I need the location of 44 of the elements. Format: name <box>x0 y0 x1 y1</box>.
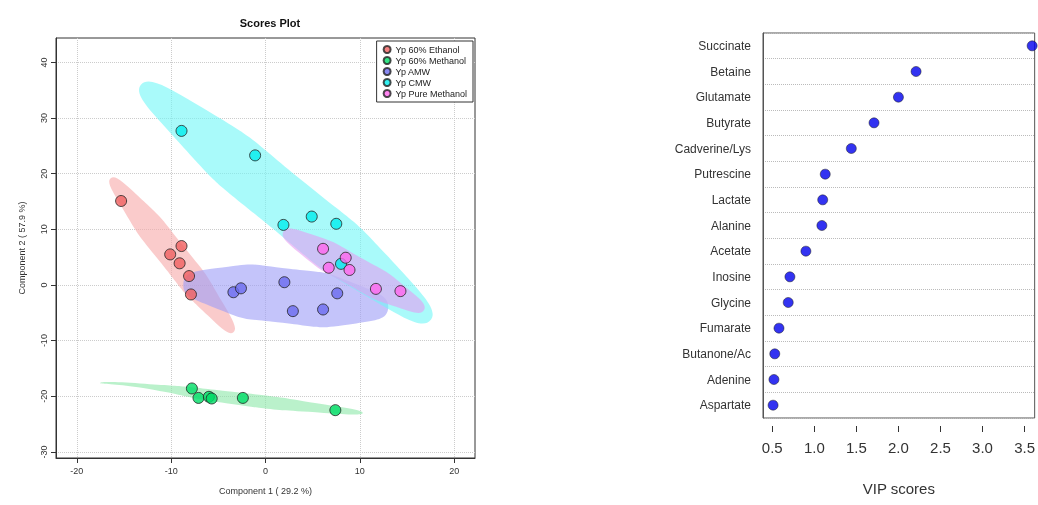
y-tick-label: Inosine <box>712 269 752 284</box>
y-tick-label: 0 <box>38 282 49 288</box>
x-tick-label: 0.5 <box>761 439 783 456</box>
y-tick-label: Aspartate <box>699 398 752 413</box>
y-tick-label: Glutamate <box>695 90 752 105</box>
x-tick-label: -10 <box>164 465 178 476</box>
x-tick-label: 2.0 <box>887 439 909 456</box>
y-tick-label: Betaine <box>710 64 752 79</box>
y-tick-label: 20 <box>38 168 49 179</box>
y-tick-label: Cadverine/Lys <box>674 141 751 156</box>
y-tick-label: -10 <box>38 334 49 348</box>
x-tick-label: 1.0 <box>803 439 825 456</box>
y-tick-label: Alanine <box>710 218 752 233</box>
y-tick-label: Acetate <box>710 244 752 259</box>
y-tick-label: Putrescine <box>694 167 752 182</box>
legend-label: Yp CMW <box>395 77 432 88</box>
legend-label: Yp Pure Methanol <box>395 88 468 99</box>
x-tick-label: 20 <box>449 465 460 476</box>
y-axis-title: Component 2 ( 57.9 %) <box>16 201 27 295</box>
y-tick-label: 40 <box>38 57 49 68</box>
x-axis-title: Component 1 ( 29.2 %) <box>218 485 313 496</box>
y-tick-label: Succinate <box>698 38 752 53</box>
x-tick-label: -20 <box>70 465 84 476</box>
x-tick-label: 10 <box>354 465 365 476</box>
y-tick-label: Fumarate <box>699 321 752 336</box>
y-tick-label: Glycine <box>710 295 752 310</box>
x-tick-label: 3.5 <box>1014 439 1035 456</box>
legend-label: Yp 60% Ethanol <box>395 44 460 55</box>
y-tick-label: Lactate <box>711 192 752 207</box>
x-tick-label: 1.5 <box>845 439 867 456</box>
x-tick-label: 0 <box>262 465 269 476</box>
y-tick-label: 10 <box>38 224 49 235</box>
x-tick-label: 2.5 <box>930 439 951 456</box>
legend-label: Yp AMW <box>395 66 431 77</box>
y-tick-label: -30 <box>38 445 49 459</box>
y-tick-label: Butyrate <box>706 115 752 130</box>
x-axis-title: VIP scores <box>862 480 935 497</box>
y-tick-label: Butanone/Ac <box>682 346 751 361</box>
x-tick-label: 3.0 <box>972 439 993 456</box>
chart-title: Scores Plot <box>239 16 301 29</box>
legend-label: Yp 60% Methanol <box>395 55 467 66</box>
y-tick-label: 30 <box>38 113 49 124</box>
y-tick-label: -20 <box>38 389 49 403</box>
y-tick-label: Adenine <box>706 372 752 387</box>
